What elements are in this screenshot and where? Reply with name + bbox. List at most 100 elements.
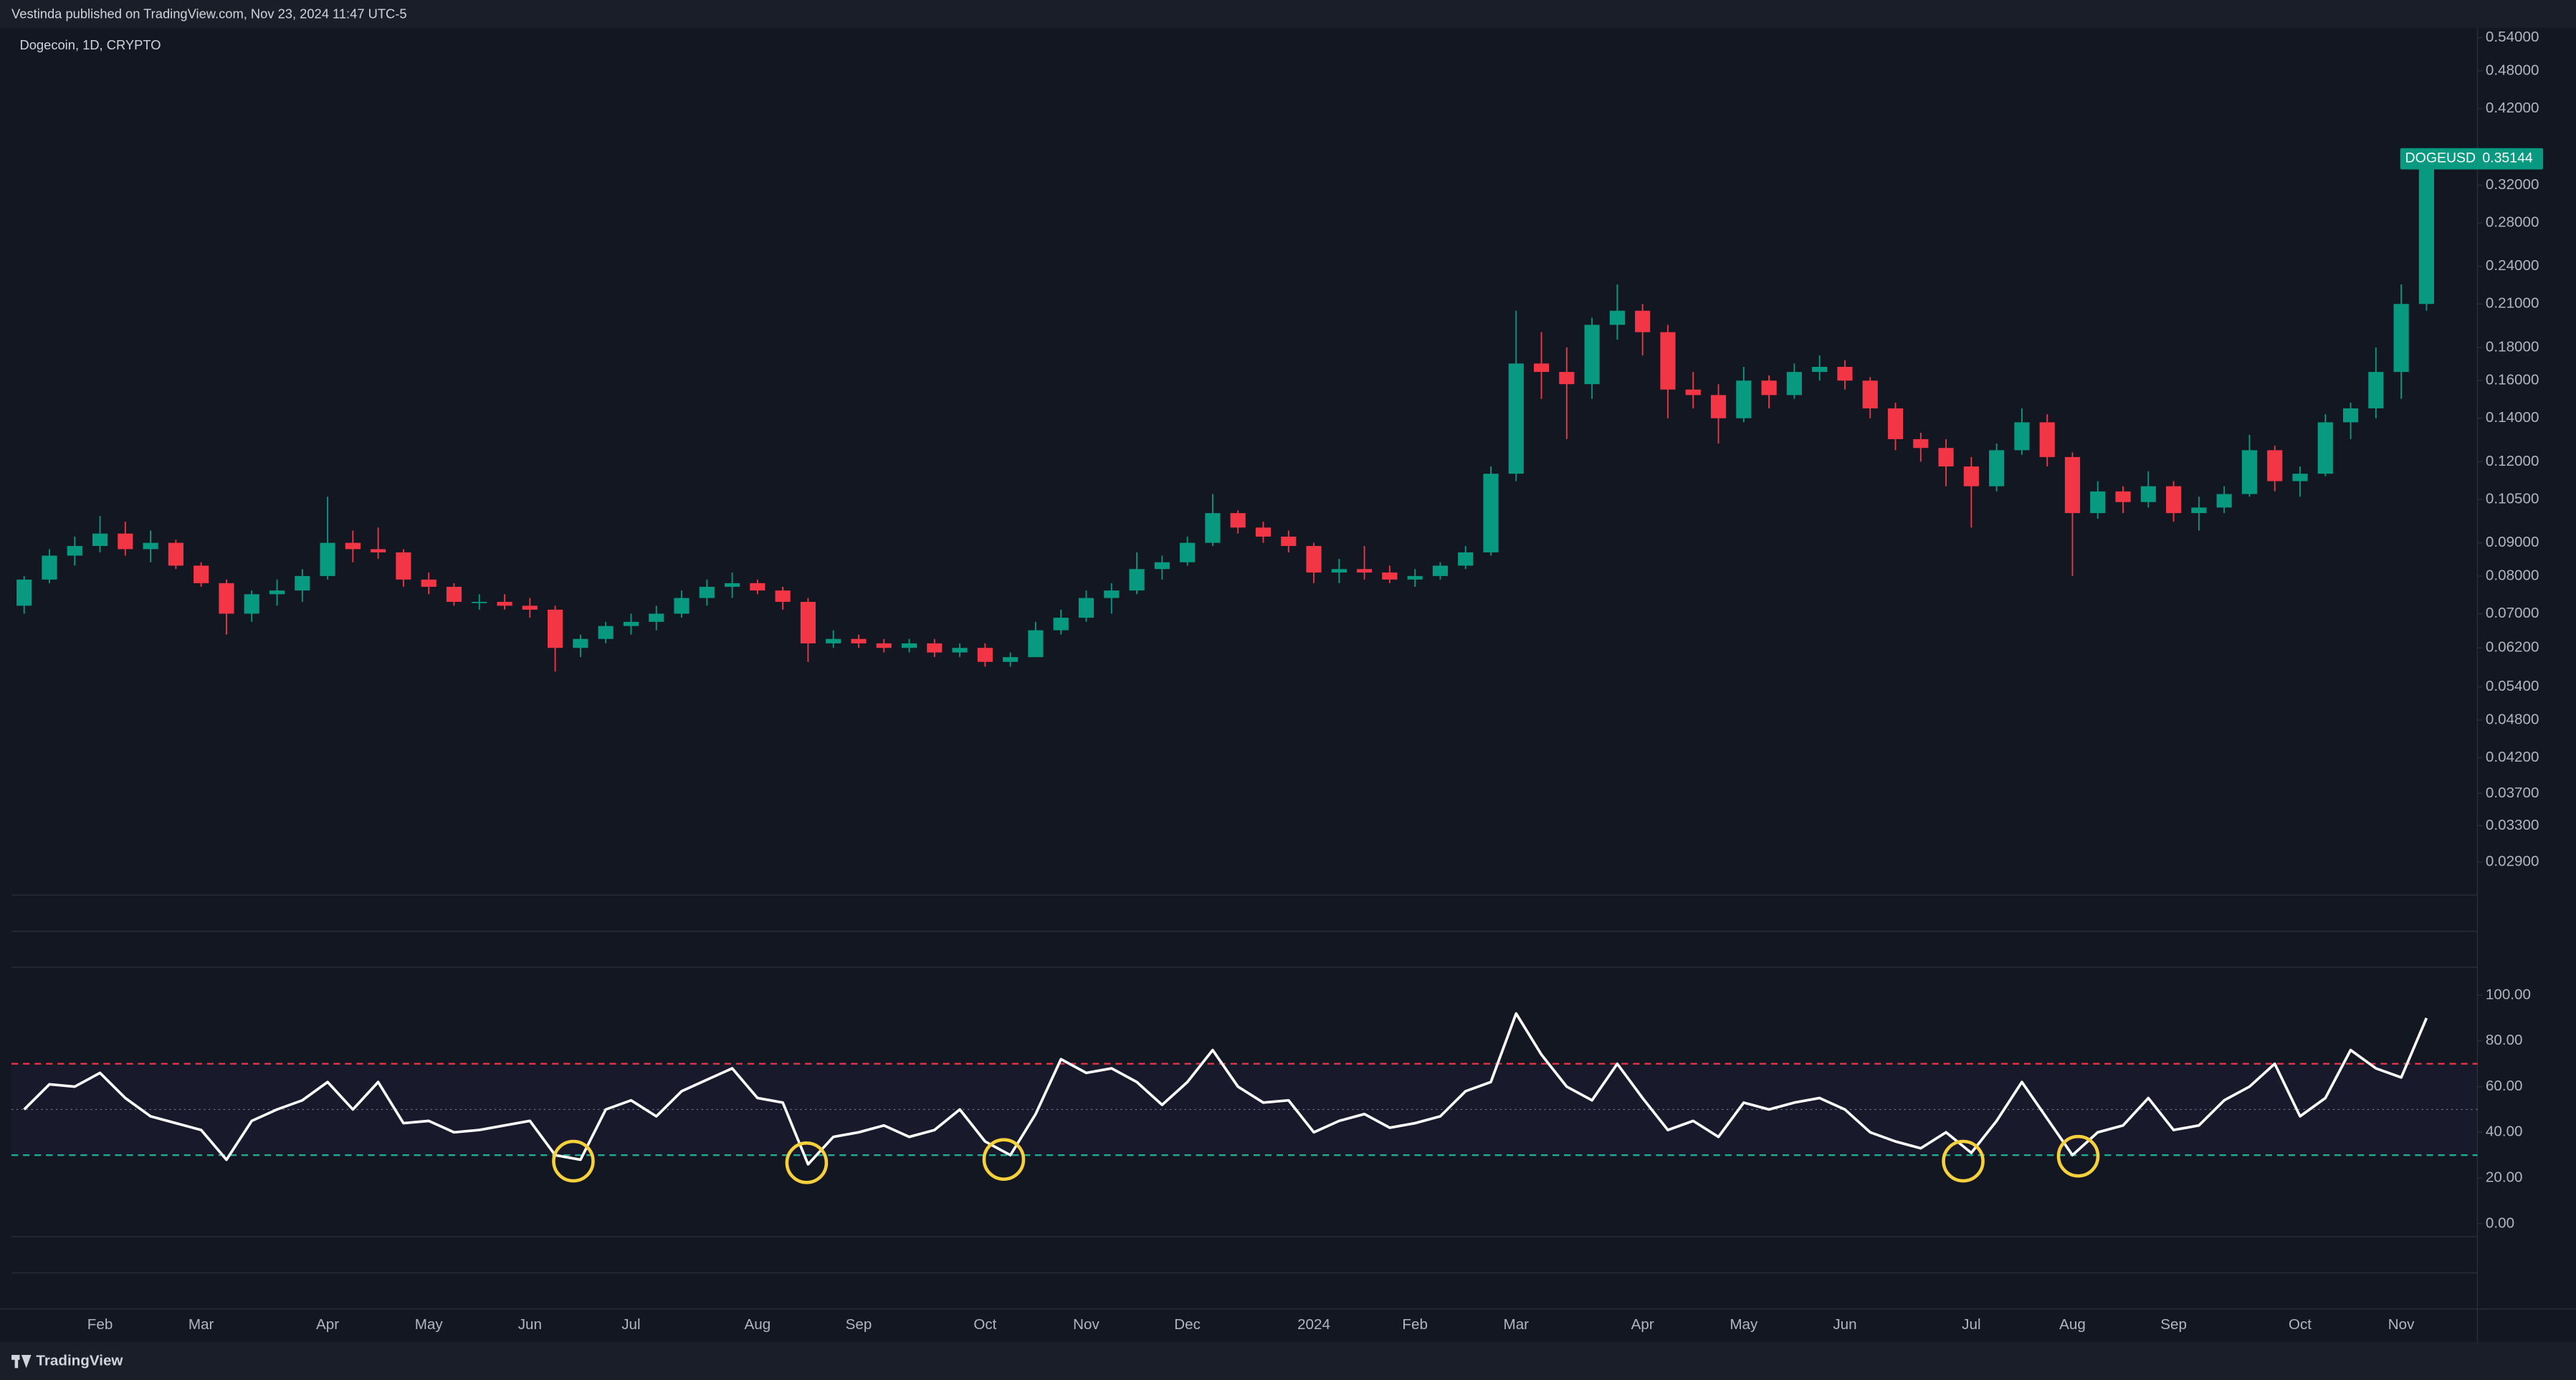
chart-title: Dogecoin, 1D, CRYPTO: [20, 37, 161, 52]
y-tick-label: 0.16000: [2486, 372, 2539, 388]
candle-body: [826, 638, 841, 643]
highlight-circle: [785, 1141, 829, 1184]
x-tick-label: Feb: [1402, 1316, 1428, 1333]
top-bar: [0, 0, 2576, 28]
candle-body: [775, 590, 791, 602]
y-tick-label: 0.05400: [2486, 678, 2539, 694]
y-tick-label: 60.00: [2486, 1078, 2523, 1094]
candle-body: [1938, 448, 1954, 467]
candle-body: [472, 601, 487, 603]
candle-body: [1989, 450, 2005, 487]
candle-body: [1230, 513, 1246, 528]
candle-body: [2292, 474, 2308, 481]
candle-body: [143, 542, 158, 550]
candle-body: [1407, 575, 1423, 580]
candle-body: [1281, 536, 1297, 546]
x-tick-label: Jul: [1962, 1316, 1980, 1333]
candle-body: [623, 621, 639, 626]
candle-body: [1458, 552, 1474, 566]
x-tick-label: Oct: [2289, 1316, 2312, 1333]
candle-body: [1710, 395, 1727, 418]
x-tick-label: Mar: [1504, 1316, 1530, 1333]
candle-body: [168, 542, 183, 566]
candle-body: [977, 648, 993, 662]
y-tick-label: 40.00: [2486, 1123, 2523, 1140]
candle-body: [194, 565, 209, 583]
candle-body: [1028, 630, 1044, 658]
candle-body: [67, 545, 82, 556]
y-tick-label: 0.04200: [2486, 749, 2539, 765]
bottom-bar: [0, 1341, 2576, 1380]
candle-body: [1382, 572, 1398, 580]
x-tick-label: Apr: [316, 1316, 339, 1333]
highlight-circle: [1942, 1139, 1985, 1183]
candle-body: [1584, 325, 1600, 385]
highlight-circle: [2056, 1134, 2100, 1178]
candle-body: [1887, 408, 1904, 439]
y-tick-label: 0.14000: [2486, 409, 2539, 426]
y-tick-label: 100.00: [2486, 986, 2531, 1002]
candle-body: [598, 626, 614, 639]
candle-body: [1736, 380, 1752, 418]
candle-body: [446, 586, 462, 602]
y-tick-label: 0.32000: [2486, 176, 2539, 193]
candle-body: [269, 590, 285, 595]
y-tick-label: 0.03300: [2486, 817, 2539, 833]
candle-body: [2140, 486, 2156, 502]
x-tick-label: Nov: [2388, 1316, 2415, 1333]
y-tick-label: 0.06200: [2486, 639, 2539, 656]
candle-body: [1078, 598, 1094, 618]
candle-body: [2090, 491, 2106, 514]
x-tick-label: Nov: [1073, 1316, 1099, 1333]
candle-body: [1331, 569, 1347, 573]
candle-body: [1154, 562, 1170, 570]
candle-body: [1963, 466, 1979, 487]
candle-body: [1862, 380, 1878, 408]
candle-body: [219, 583, 234, 614]
highlight-circle: [552, 1139, 595, 1183]
candle-body: [800, 601, 816, 643]
last-price-label: 0.35144: [2482, 150, 2533, 166]
y-tick-label: 0.03700: [2486, 785, 2539, 801]
candle-body: [92, 533, 108, 546]
y-tick-label: 0.12000: [2486, 453, 2539, 469]
candle-body: [2191, 507, 2207, 514]
candle-body: [2014, 422, 2030, 451]
y-tick-label: 0.18000: [2486, 338, 2539, 355]
candle-body: [2064, 456, 2081, 514]
candle-body: [1255, 527, 1272, 537]
candle-body: [497, 601, 512, 606]
candle-body: [876, 643, 892, 648]
rsi-line: [23, 1012, 2428, 1166]
candle-body: [1205, 513, 1221, 543]
candle-body: [1053, 618, 1069, 631]
candle-body: [750, 583, 765, 591]
x-tick-label: Sep: [2160, 1316, 2187, 1333]
y-tick-label: 0.04800: [2486, 711, 2539, 727]
publisher: Vestinda published on TradingView.com, N…: [11, 6, 407, 21]
symbol-label: DOGEUSD: [2405, 150, 2476, 166]
candle-body: [1003, 657, 1019, 662]
candle-body: [1508, 363, 1524, 474]
candle-body: [1913, 439, 1929, 449]
x-tick-label: Sep: [846, 1316, 872, 1333]
candle-body: [522, 605, 538, 610]
candle-body: [2418, 158, 2435, 305]
x-tick-label: Apr: [1631, 1316, 1654, 1333]
candle-body: [1609, 310, 1625, 325]
candle-body: [952, 648, 968, 653]
candle-body: [1357, 569, 1373, 573]
candle-body: [2166, 486, 2182, 514]
y-tick-label: 20.00: [2486, 1169, 2523, 1186]
annotations: [552, 1134, 2100, 1184]
brand: TradingView: [36, 1353, 123, 1369]
candle-body: [1761, 380, 1777, 396]
last-price-badge: [2400, 148, 2544, 170]
y-tick-label: 0.21000: [2486, 295, 2539, 312]
x-tick-label: May: [1730, 1316, 1758, 1333]
highlight-circle: [982, 1138, 1026, 1182]
candle-body: [320, 542, 335, 576]
candle-body: [295, 575, 310, 591]
